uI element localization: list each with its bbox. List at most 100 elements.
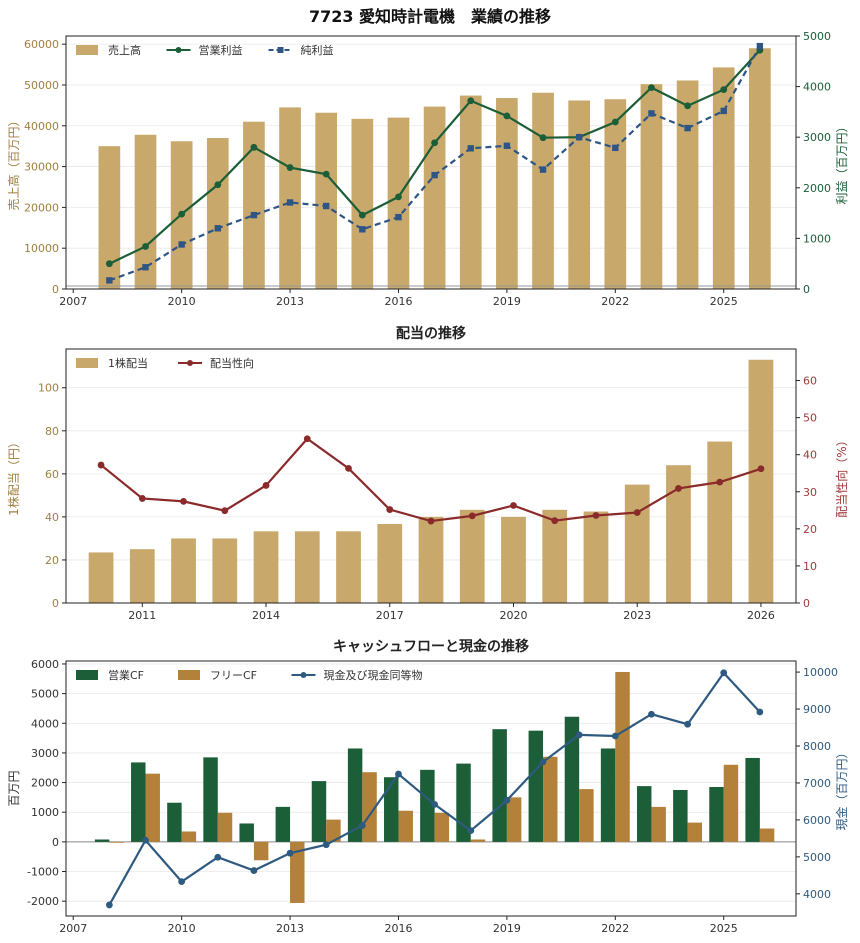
ytick-left-label: 2000: [31, 777, 59, 790]
bar-営業CF: [167, 802, 182, 842]
bar-フリーCF: [759, 828, 775, 842]
point-営業利益: [178, 210, 186, 218]
chart-panel-2: 0 20 40 60 80 100 0 10 20 30 40 50 60 2011 2014 2017 202…: [6, 348, 849, 622]
ytick-left-label: 20: [45, 554, 59, 567]
bar-売上高: [676, 80, 699, 289]
figure-suptitle: 7723 愛知時計電機 業績の推移: [309, 7, 551, 26]
legend-label: 営業利益: [199, 43, 243, 57]
xtick-label: 2007: [59, 295, 87, 308]
bar-1株配当: [294, 531, 320, 603]
ytick-left-label: 0: [52, 836, 59, 849]
legend-swatch: [76, 45, 98, 55]
point-配当性向: [386, 506, 394, 513]
point-純利益: [142, 264, 149, 271]
bar-フリーCF: [145, 773, 160, 842]
point-現金及び現金同等物: [105, 901, 113, 909]
point-配当性向: [303, 435, 311, 443]
point-配当性向: [97, 461, 105, 469]
point-営業利益: [539, 134, 547, 142]
bar-売上高: [459, 95, 482, 289]
xtick-label: 2016: [384, 922, 412, 935]
legend-swatch: [178, 670, 200, 680]
xtick-label: 2010: [168, 922, 196, 935]
ytick-right-label: 4000: [803, 81, 831, 94]
ytick-left-label: 40: [45, 511, 59, 524]
ytick-right-label: 5000: [803, 851, 831, 864]
bar-売上高: [134, 134, 157, 289]
xtick-label: 2016: [384, 295, 412, 308]
bar-1株配当: [377, 524, 403, 603]
bar-1株配当: [88, 552, 114, 603]
legend-label: 配当性向: [210, 356, 254, 370]
bar-フリーCF: [181, 831, 197, 842]
bar-営業CF: [311, 781, 327, 842]
ytick-right-label: 5000: [803, 30, 831, 43]
ytick-left-label: 4000: [31, 717, 59, 730]
point-現金及び現金同等物: [503, 796, 511, 804]
bar-フリーCF: [543, 756, 558, 842]
xtick-label: 2019: [493, 922, 521, 935]
legend-label: 現金及び現金同等物: [324, 668, 423, 682]
point-配当性向: [757, 465, 765, 473]
bar-1株配当: [212, 538, 238, 603]
bar-売上高: [279, 107, 301, 290]
bar-フリーCF: [326, 819, 341, 842]
legend-label: 1株配当: [108, 356, 148, 370]
bar-営業CF: [384, 777, 399, 842]
xtick-label: 2010: [168, 295, 196, 308]
point-現金及び現金同等物: [142, 836, 149, 844]
ytick-right-label: 50: [803, 412, 817, 425]
ytick-left-label: 6000: [31, 658, 59, 671]
bar-売上高: [243, 121, 265, 290]
ytick-right-label: 9000: [803, 703, 831, 716]
ytick-right-label: 6000: [803, 814, 831, 827]
point-純利益: [648, 110, 655, 117]
bar-1株配当: [418, 516, 444, 603]
point-営業利益: [431, 139, 439, 147]
bar-フリーCF: [687, 822, 703, 842]
bar-営業CF: [745, 757, 760, 842]
ytick-right-label: 10: [803, 560, 817, 573]
bar-売上高: [712, 67, 735, 290]
point-現金及び現金同等物: [720, 669, 728, 677]
point-現金及び現金同等物: [250, 867, 258, 874]
point-営業利益: [467, 97, 475, 105]
point-配当性向: [468, 512, 476, 520]
point-純利益: [395, 213, 402, 221]
bar-フリーCF: [470, 839, 486, 842]
ytick-left-label: 5000: [31, 688, 59, 701]
bar-営業CF: [709, 787, 724, 842]
ytick-right-label: 30: [803, 486, 817, 499]
point-営業利益: [322, 170, 330, 178]
plot-frame: [65, 348, 797, 604]
xtick-label: 2023: [623, 609, 651, 622]
point-配当性向: [510, 502, 517, 509]
point-現金及び現金同等物: [467, 827, 475, 835]
point-営業利益: [214, 181, 222, 189]
xtick-label: 2020: [499, 609, 527, 622]
ylabel-left: 1株配当（円）: [6, 436, 21, 516]
bar-営業CF: [420, 769, 435, 842]
ytick-right-label: 10000: [803, 666, 838, 679]
bar-フリーCF: [579, 789, 594, 842]
bar-売上高: [387, 117, 410, 289]
point-配当性向: [180, 498, 187, 505]
ytick-right-label: 8000: [803, 740, 831, 753]
bar-営業CF: [239, 823, 254, 842]
chart-panel-3: -2000 -1000 0 1000 2000 3000 4000 5000 6000 4000 5…: [7, 658, 849, 935]
bar-フリーCF: [615, 671, 630, 842]
bar-1株配当: [624, 484, 650, 603]
chart-panel-1: 0 10000 20000 30000 40000 50000 60000 0 1000 2000…: [6, 30, 849, 308]
bar-売上高: [315, 112, 338, 289]
point-配当性向: [262, 482, 270, 489]
point-純利益: [539, 166, 547, 173]
point-純利益: [575, 134, 583, 141]
bar-売上高: [640, 84, 663, 289]
point-配当性向: [345, 464, 352, 472]
point-純利益: [322, 202, 330, 210]
ytick-right-label: 60: [803, 375, 817, 388]
bar-営業CF: [94, 839, 110, 842]
bar-売上高: [98, 146, 121, 289]
bar-売上高: [749, 48, 771, 289]
point-現金及び現金同等物: [684, 720, 691, 728]
